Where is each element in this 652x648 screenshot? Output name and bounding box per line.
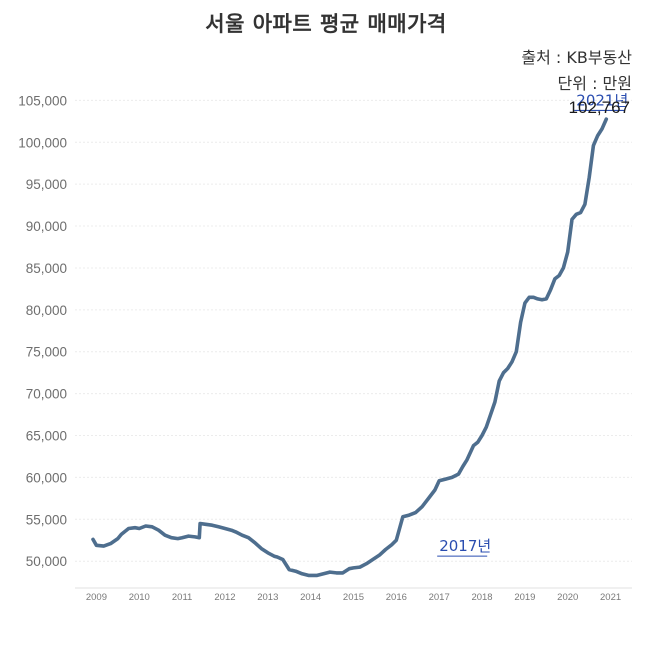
y-tick-label: 70,000 [26,387,67,402]
y-tick-label: 85,000 [26,261,67,276]
annotation-label: 2017년 [439,537,491,555]
y-tick-label: 100,000 [18,135,67,150]
x-tick-label: 2013 [257,592,278,603]
y-tick-label: 50,000 [26,554,67,569]
x-tick-label: 2019 [514,592,535,603]
x-tick-label: 2018 [471,592,492,603]
y-tick-label: 90,000 [26,219,67,234]
x-tick-label: 2020 [557,592,578,603]
x-tick-label: 2012 [214,592,235,603]
source-label: 출처 : KB부동산 [521,48,632,67]
y-tick-label: 55,000 [26,512,67,527]
chart-title: 서울 아파트 평균 매매가격 [205,12,447,36]
y-tick-label: 95,000 [26,177,67,192]
y-tick-label: 65,000 [26,429,67,444]
x-tick-label: 2017 [429,592,450,603]
unit-label: 단위 : 만원 [557,74,632,93]
x-tick-label: 2021 [600,592,621,603]
x-tick-label: 2015 [343,592,364,603]
series-line [91,117,609,578]
y-tick-label: 80,000 [26,303,67,318]
x-tick-label: 2014 [300,592,321,603]
last-value-label: 102,767 [569,98,630,117]
y-tick-label: 60,000 [26,470,67,485]
annotation-label: 2021년 [576,91,628,109]
x-tick-label: 2011 [172,592,192,603]
y-tick-label: 75,000 [26,345,67,360]
y-tick-label: 105,000 [18,93,67,108]
x-tick-label: 2009 [86,592,107,603]
x-tick-label: 2010 [129,592,150,603]
x-tick-label: 2016 [386,592,407,603]
